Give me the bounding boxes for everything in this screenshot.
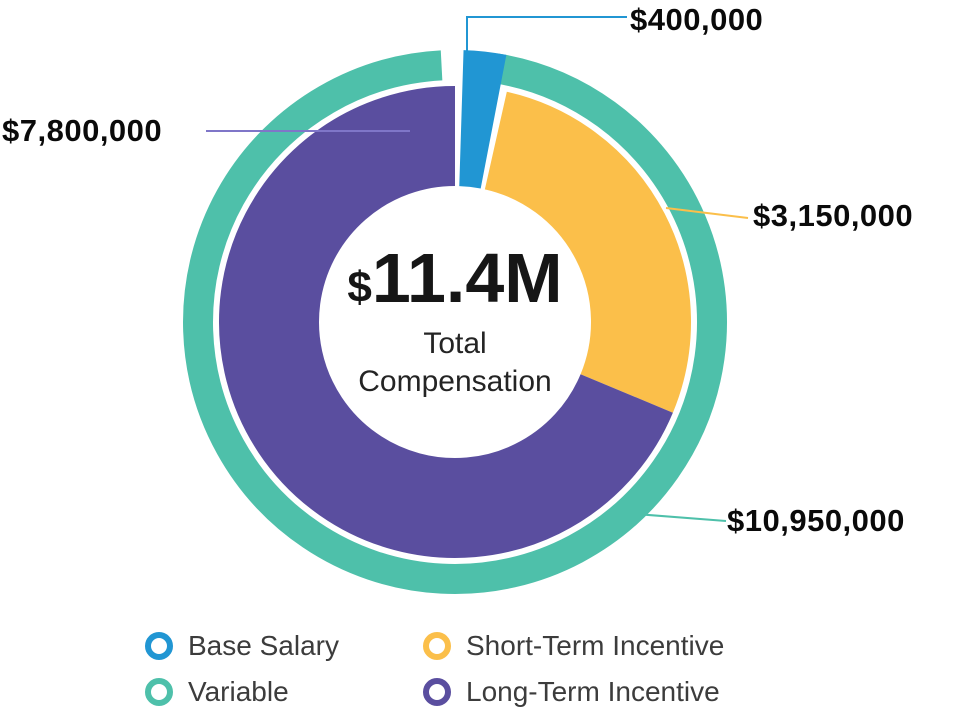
legend-label: Base Salary [188,630,339,661]
total-compensation-value: $11.4M [280,243,630,313]
total-value-text: 11.4M [371,239,563,317]
callout-label-short-term-incentive: $3,150,000 [753,198,914,233]
legend-label: Long-Term Incentive [466,676,720,707]
long-term-incentive-swatch-icon [423,678,451,706]
variable-swatch-icon [145,678,173,706]
legend: Base Salary Short-Term Incentive Variabl… [145,630,724,708]
callout-label-base-salary: $400,000 [630,2,764,37]
legend-label: Short-Term Incentive [466,630,725,661]
callout-label-long-term-incentive: $7,800,000 [2,113,163,148]
callout-line-base-salary [466,16,627,80]
callout-label-variable: $10,950,000 [727,503,905,538]
legend-label: Variable [188,676,289,707]
slice-short-term-incentive [483,91,691,413]
legend-item-base-salary: Base Salary [145,630,423,662]
center-sublabel-line2: Compensation [358,364,552,398]
base-salary-swatch-icon [145,632,173,660]
legend-item-long-term-incentive: Long-Term Incentive [423,676,724,708]
currency-symbol: $ [347,263,372,312]
short-term-incentive-swatch-icon [423,632,451,660]
legend-item-short-term-incentive: Short-Term Incentive [423,630,724,662]
center-total: $11.4M Total Compensation [280,243,630,400]
center-sublabel-line1: Total [423,327,487,360]
variable-outer-ring [183,50,727,594]
callout-line-short-term-incentive [665,207,749,219]
legend-item-variable: Variable [145,676,423,708]
slice-long-term-incentive [219,86,673,558]
slice-base-salary [457,50,507,189]
callout-line-variable [609,511,727,522]
